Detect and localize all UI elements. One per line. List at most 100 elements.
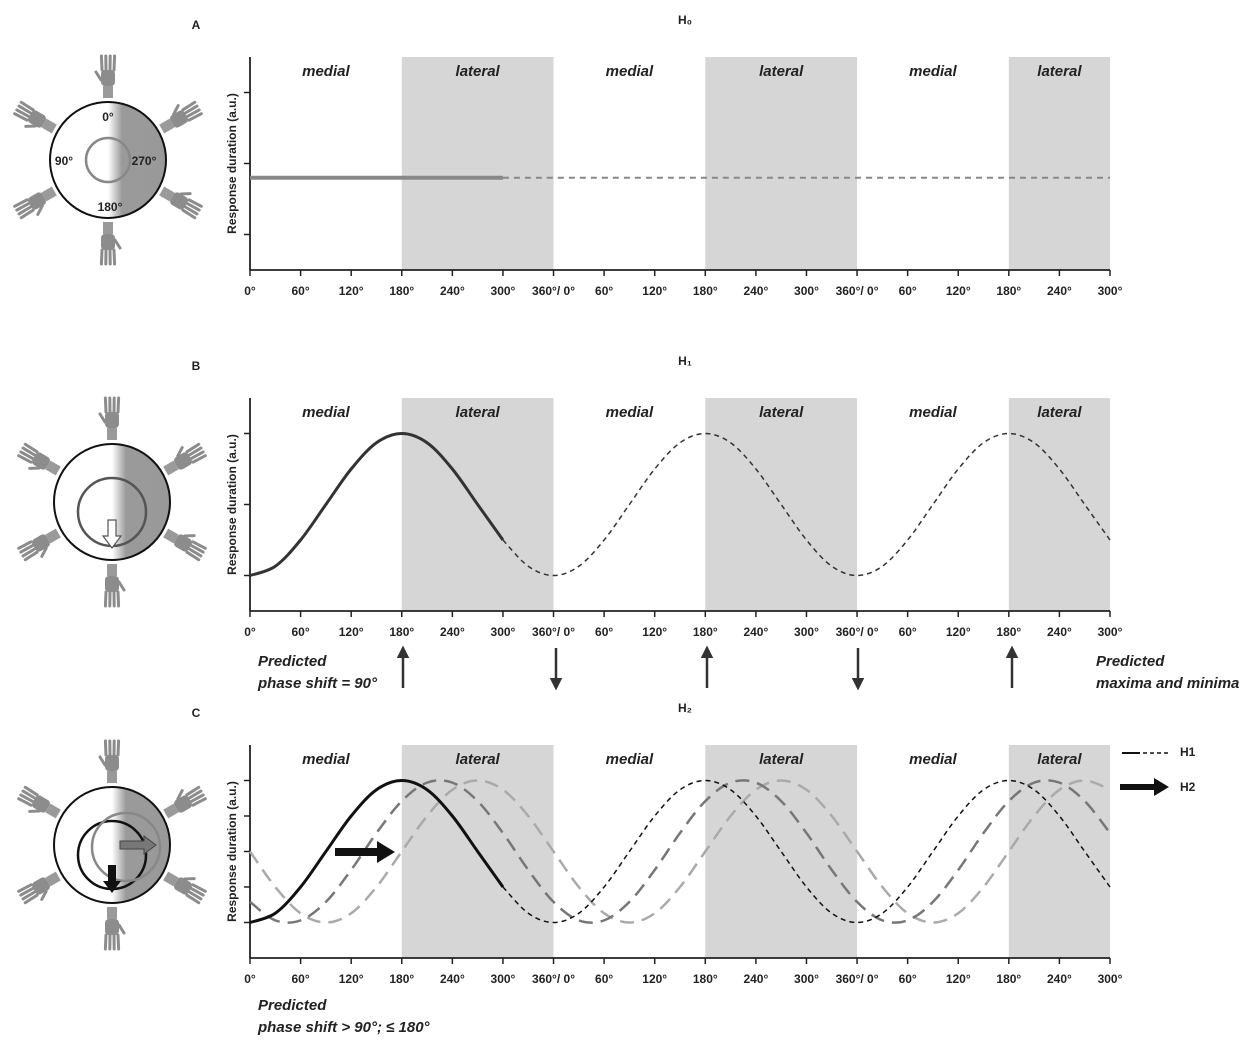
finger <box>185 442 201 454</box>
finger <box>19 793 35 804</box>
lateral-band <box>1008 57 1110 270</box>
finger <box>191 797 207 807</box>
palm <box>105 412 119 428</box>
chart-title: H₀ <box>678 13 692 27</box>
x-tick-label: 180° <box>693 972 718 986</box>
x-tick-label: 60° <box>595 625 613 639</box>
x-tick-label: 300° <box>491 972 516 986</box>
x-tick-label: 180° <box>693 284 718 298</box>
series-line <box>502 779 1111 924</box>
hand-icon <box>98 739 121 783</box>
finger <box>187 198 203 208</box>
x-tick-label: 60° <box>292 625 310 639</box>
legend-label: H1 <box>1180 745 1196 759</box>
finger <box>103 739 108 757</box>
finger <box>112 248 117 266</box>
finger <box>21 890 37 901</box>
x-tick-label: 240° <box>743 625 768 639</box>
wrist <box>163 528 179 544</box>
band-label: lateral <box>1037 63 1082 80</box>
thumb <box>98 412 107 424</box>
x-tick-label: 120° <box>339 972 364 986</box>
hand-icon <box>103 564 126 608</box>
x-tick-label: 120° <box>946 972 971 986</box>
finger <box>189 886 205 897</box>
palm <box>32 795 50 813</box>
wrist <box>45 803 61 819</box>
band-label: medial <box>302 404 350 421</box>
series-line <box>248 779 1111 924</box>
x-tick-label: 300° <box>1098 625 1123 639</box>
wrist <box>103 86 113 98</box>
palm <box>105 755 119 771</box>
lateral-band <box>1008 745 1110 958</box>
finger <box>183 104 199 115</box>
palm <box>101 70 115 86</box>
x-tick-label: 120° <box>642 625 667 639</box>
angle-label: 270° <box>132 154 157 168</box>
finger <box>116 739 121 757</box>
lateral-band <box>705 57 858 270</box>
x-tick-label: 240° <box>440 972 465 986</box>
shift-arrow <box>101 519 123 549</box>
x-tick-label: 360°/ 0° <box>532 284 575 298</box>
finger <box>19 543 35 554</box>
finger <box>189 450 205 461</box>
wrist <box>107 907 117 919</box>
x-tick-label: 120° <box>946 625 971 639</box>
inner-circle <box>84 136 132 184</box>
x-tick-label: 300° <box>491 625 516 639</box>
wrist <box>45 460 61 476</box>
x-tick-label: 0° <box>244 972 256 986</box>
x-tick-label: 240° <box>1047 625 1072 639</box>
x-tick-label: 180° <box>389 284 414 298</box>
wrist <box>103 222 113 234</box>
x-tick-label: 300° <box>491 284 516 298</box>
band-label: medial <box>302 63 350 80</box>
thumb <box>28 466 41 470</box>
inner-circle <box>90 811 162 883</box>
finger <box>191 454 207 464</box>
x-tick-label: 240° <box>1047 972 1072 986</box>
finger <box>17 104 33 115</box>
band-label: medial <box>302 751 350 768</box>
finger <box>99 248 104 266</box>
x-tick-label: 360°/ 0° <box>532 625 575 639</box>
finger <box>21 789 37 800</box>
legend-arrow <box>1120 778 1169 796</box>
thumb <box>113 238 122 250</box>
finger <box>187 789 203 800</box>
finger <box>13 112 29 122</box>
finger <box>116 396 121 414</box>
hand-icon <box>159 186 203 220</box>
thumb <box>40 889 48 901</box>
hand-icon <box>163 871 207 905</box>
annotation: phase shift > 90°; ≤ 180° <box>257 1019 431 1036</box>
finger <box>183 205 199 216</box>
wrist <box>163 803 179 819</box>
wrist <box>163 871 179 887</box>
thumb <box>183 877 196 881</box>
wrist <box>45 871 61 887</box>
x-tick-label: 180° <box>693 625 718 639</box>
finger <box>19 100 35 112</box>
palm <box>170 192 188 210</box>
hand-icon <box>17 528 61 562</box>
thumb <box>117 580 126 592</box>
thumb <box>117 923 126 935</box>
hand-icon <box>17 785 61 819</box>
x-tick-label: 0° <box>244 284 256 298</box>
thumb <box>98 755 107 767</box>
finger <box>17 540 33 550</box>
x-tick-label: 0° <box>244 625 256 639</box>
palm <box>101 234 115 250</box>
thumb <box>28 809 41 813</box>
x-tick-label: 300° <box>1098 284 1123 298</box>
shift-arrow <box>335 841 395 863</box>
finger <box>99 54 104 72</box>
x-tick-label: 180° <box>389 972 414 986</box>
shift-arrow <box>119 835 157 855</box>
hand-icon <box>99 222 122 266</box>
finger <box>191 883 207 893</box>
